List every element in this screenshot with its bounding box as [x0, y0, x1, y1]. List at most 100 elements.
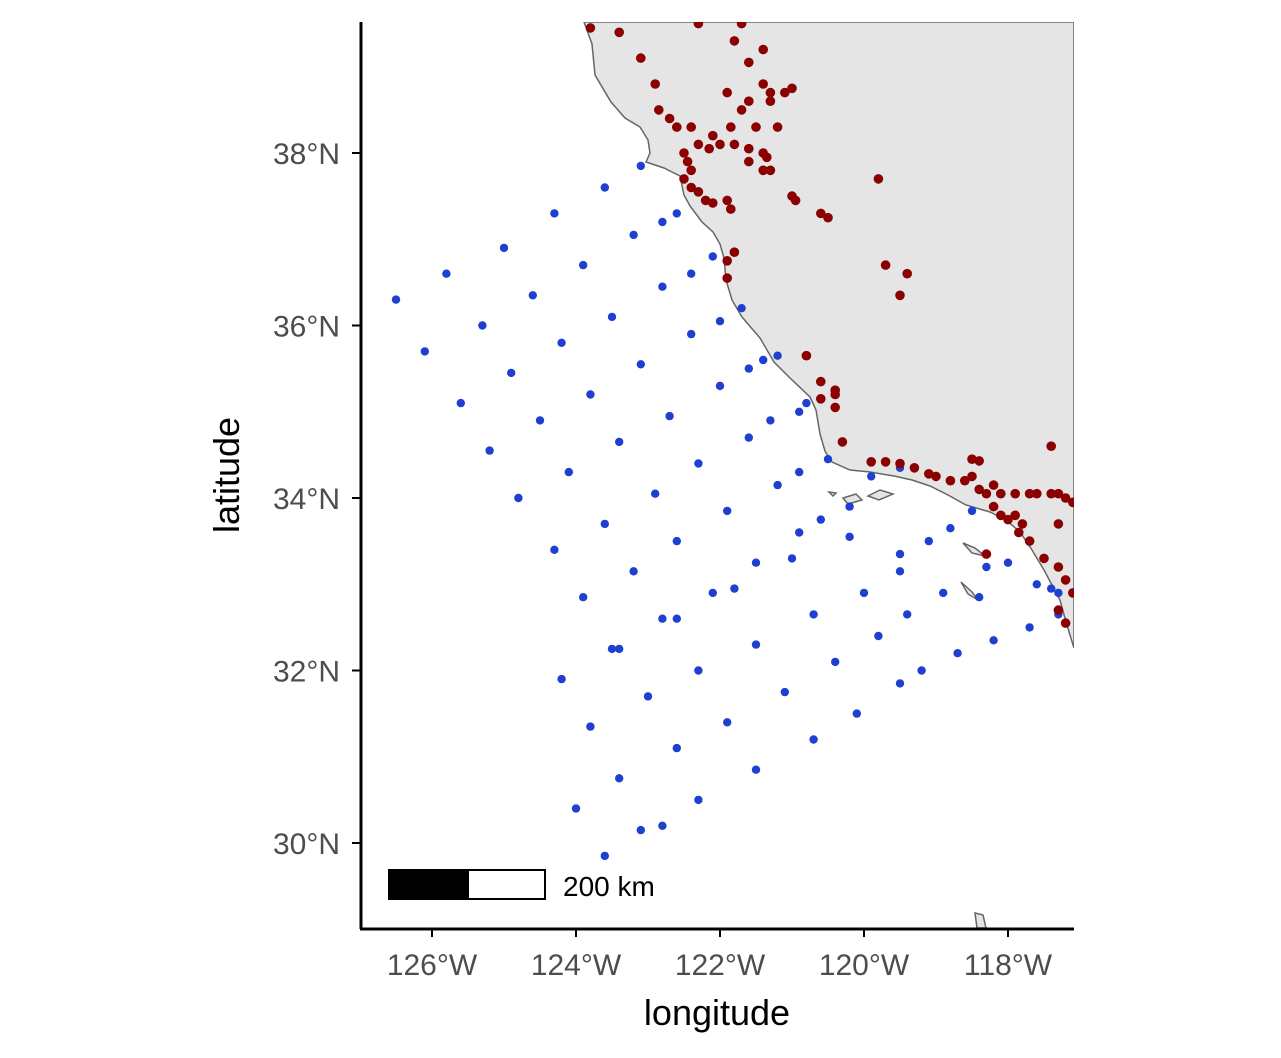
land-site-point	[1010, 488, 1020, 499]
land-site-point	[1010, 510, 1020, 521]
land-site-point	[726, 122, 736, 132]
land-site-point	[931, 471, 941, 482]
ocean-station-point	[550, 209, 559, 218]
ocean-station-point	[867, 472, 876, 481]
land-site-point	[790, 195, 801, 206]
ocean-station-point	[687, 329, 696, 339]
land-site-point	[1060, 575, 1071, 585]
y-tick-label: 34°N	[273, 483, 340, 516]
ocean-station-point	[895, 549, 905, 559]
land-site-point	[751, 122, 761, 132]
land-site-point	[1046, 488, 1056, 499]
land-site-point	[762, 152, 772, 163]
ocean-station-point	[1054, 588, 1063, 598]
land-area	[583, 22, 1074, 649]
ocean-station-point	[636, 161, 645, 171]
ocean-station-point	[514, 493, 523, 503]
land-site-point	[693, 139, 704, 150]
ocean-station-point	[442, 269, 451, 278]
land-site-point	[1039, 553, 1049, 564]
x-tick-label: 120°W	[819, 949, 910, 982]
ocean-station-point	[420, 347, 429, 356]
ocean-station-point	[564, 467, 573, 477]
land-site-point	[967, 471, 977, 482]
land-site-point	[1053, 562, 1064, 572]
ocean-station-point	[658, 614, 667, 623]
land-site-point	[830, 389, 840, 400]
land-site-point	[902, 268, 912, 279]
ocean-station-point	[535, 416, 545, 425]
ocean-station-point	[615, 437, 624, 447]
ocean-station-point	[651, 489, 660, 498]
ocean-station-point	[485, 446, 494, 455]
land-site-point	[974, 484, 984, 495]
points-layer	[391, 22, 1074, 861]
ocean-station-point	[708, 252, 717, 261]
land-site-point	[816, 394, 826, 404]
land-site-point	[996, 510, 1006, 521]
land-site-point	[736, 22, 747, 29]
y-axis-ticks: 30°N 32°N 34°N 36°N 38°N	[273, 138, 361, 861]
ocean-station-point	[715, 381, 725, 391]
ocean-station-point	[989, 636, 998, 645]
scale-bar-black-segment	[388, 869, 469, 900]
ocean-station-point	[917, 666, 926, 675]
land-site-point	[1053, 519, 1064, 529]
scale-bar: 200 km	[388, 869, 655, 902]
ocean-station-point	[658, 821, 667, 830]
ocean-station-point	[795, 467, 804, 477]
land-site-point	[866, 457, 876, 467]
ocean-station-point	[456, 398, 465, 408]
ocean-station-point	[615, 774, 624, 783]
ocean-station-point	[766, 416, 775, 425]
ocean-station-point	[658, 282, 667, 291]
ocean-station-point	[672, 743, 681, 753]
land-site-point	[895, 290, 905, 301]
land-site-point	[1068, 497, 1074, 508]
land-site-point	[1046, 441, 1056, 452]
land-site-point	[765, 165, 776, 176]
ocean-station-point	[694, 459, 703, 468]
land-site-point	[729, 139, 740, 150]
land-site-point	[650, 79, 660, 89]
land-site-point	[686, 122, 696, 132]
land-site-point	[726, 204, 736, 214]
land-site-point	[960, 475, 970, 486]
x-tick-label: 118°W	[964, 949, 1053, 982]
land-site-point	[679, 174, 689, 184]
ocean-station-point	[643, 692, 653, 701]
land-site-point	[895, 458, 905, 469]
ocean-station-point	[809, 610, 818, 619]
ocean-station-point	[975, 593, 984, 602]
land-site-point	[758, 44, 768, 55]
x-tick-label: 126°W	[387, 949, 478, 982]
x-axis-ticks: 126°W 124°W 122°W 120°W 118°W	[387, 929, 1053, 982]
ocean-station-point	[737, 304, 746, 313]
land-site-point	[1003, 514, 1013, 525]
y-tick-label: 38°N	[273, 138, 340, 171]
y-tick-label: 36°N	[273, 311, 340, 344]
axes: 126°W 124°W 122°W 120°W 118°W 30°N 32°N 34°N 36…	[273, 22, 1074, 982]
land-site-point	[758, 79, 768, 89]
ocean-station-point	[600, 183, 609, 192]
scale-bar-label: 200 km	[563, 871, 655, 902]
land-site-point	[708, 130, 718, 141]
land-site-point	[758, 165, 768, 176]
land-site-point	[744, 96, 754, 106]
ocean-station-point	[708, 588, 717, 598]
ocean-station-point	[607, 312, 617, 322]
ocean-station-point	[586, 390, 595, 399]
ocean-station-point	[672, 209, 681, 218]
ocean-station-point	[579, 593, 588, 602]
ocean-station-point	[600, 519, 609, 529]
ocean-station-point	[852, 709, 861, 718]
islands	[826, 489, 987, 928]
ocean-station-point	[967, 506, 977, 516]
ocean-station-point	[939, 588, 948, 598]
land-site-point	[1017, 519, 1028, 529]
ocean-station-point	[845, 532, 854, 541]
land-site-point	[722, 273, 732, 283]
land-site-point	[981, 488, 992, 499]
land-site-point	[1053, 605, 1064, 615]
